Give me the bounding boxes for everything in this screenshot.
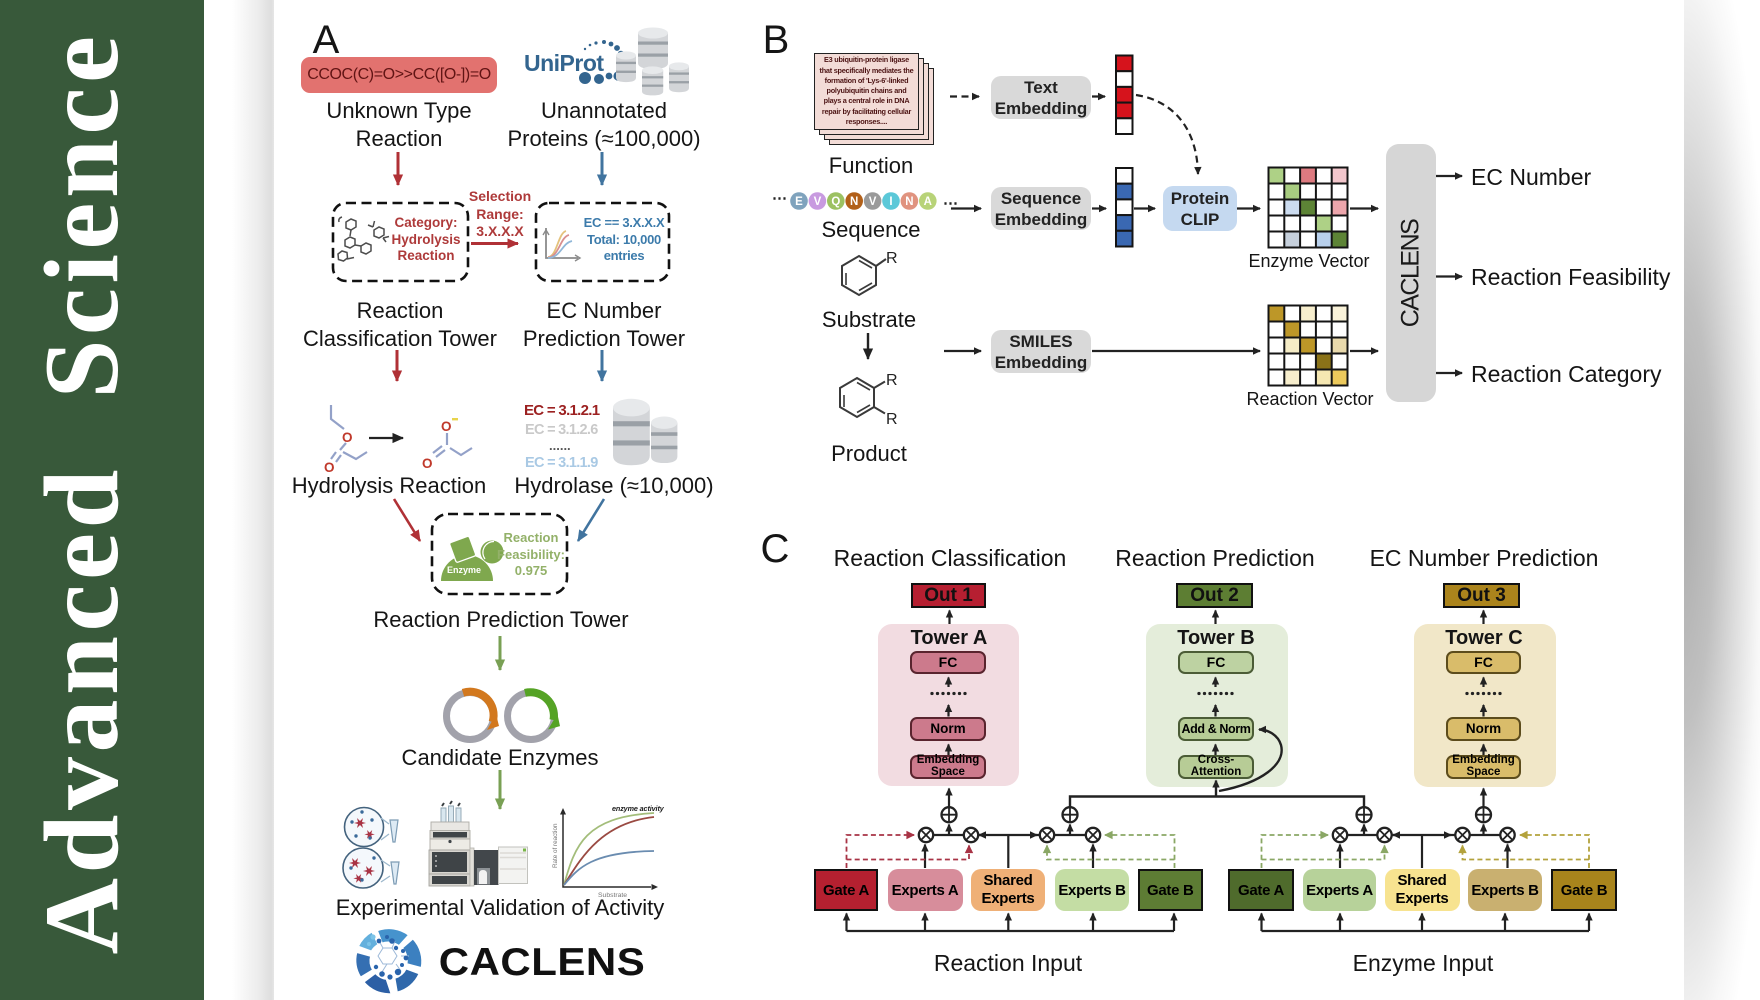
svg-text:R: R <box>886 372 898 389</box>
svg-text:enzyme activity: enzyme activity <box>612 804 665 813</box>
svg-text:R: R <box>886 411 898 428</box>
svg-text:O: O <box>441 419 452 434</box>
svg-text:O: O <box>324 460 335 475</box>
svg-text:I: I <box>889 196 892 208</box>
svg-text:......: ...... <box>549 438 571 453</box>
svg-text:EC = 3.1.1.9: EC = 3.1.1.9 <box>525 455 598 471</box>
svg-text:N: N <box>850 196 858 208</box>
svg-text:EC = 3.1.2.1: EC = 3.1.2.1 <box>524 402 600 419</box>
svg-text:A: A <box>924 196 932 208</box>
svg-text:O: O <box>422 456 433 471</box>
svg-text:V: V <box>814 196 822 208</box>
svg-text:E: E <box>795 196 803 208</box>
svg-text:V: V <box>869 196 877 208</box>
svg-text:Q: Q <box>831 196 840 208</box>
svg-text:⋯: ⋯ <box>772 190 787 207</box>
svg-text:EC = 3.1.2.6: EC = 3.1.2.6 <box>525 422 598 438</box>
svg-text:N: N <box>905 196 913 208</box>
svg-text:Rate of reaction: Rate of reaction <box>552 823 559 868</box>
svg-text:R: R <box>886 250 898 267</box>
svg-text:UniProt: UniProt <box>524 50 604 76</box>
svg-text:Substrate: Substrate <box>598 892 627 899</box>
svg-text:O: O <box>342 430 353 445</box>
svg-text:Enzyme: Enzyme <box>447 565 481 575</box>
